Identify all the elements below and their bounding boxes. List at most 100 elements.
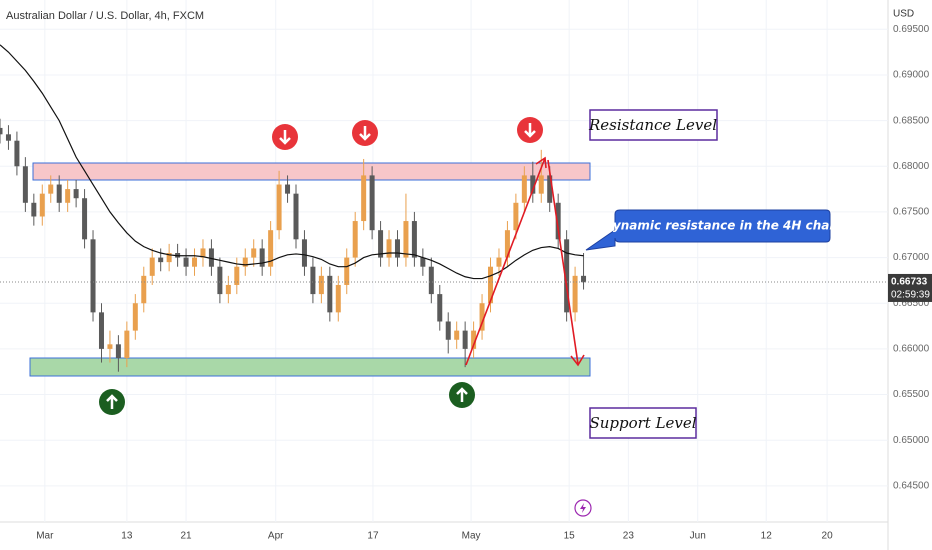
- y-tick-label: 0.69500: [893, 24, 930, 35]
- candle-body: [31, 202, 37, 217]
- candle-body: [200, 248, 206, 258]
- y-tick-label: 0.67000: [893, 252, 930, 263]
- resistance-zone: [32, 162, 591, 181]
- candle-body: [208, 248, 214, 267]
- down-arrow: [547, 159, 579, 365]
- candle-body: [437, 294, 443, 322]
- down-icon: [272, 124, 298, 150]
- support-label-box: [589, 407, 697, 439]
- candle-body: [538, 175, 544, 194]
- x-tick-label: 21: [180, 531, 192, 542]
- candle-body: [56, 184, 62, 203]
- candle-body: [411, 221, 417, 258]
- candle-body: [242, 257, 248, 267]
- down-icon: [517, 117, 543, 143]
- candle-body: [141, 275, 147, 304]
- candle-body: [488, 266, 494, 304]
- candle-body: [98, 312, 104, 349]
- plot: [0, 44, 888, 372]
- x-tick-label: 15: [564, 531, 576, 542]
- candle-body: [386, 239, 392, 258]
- candle-body: [344, 257, 350, 285]
- candle-body: [14, 140, 20, 167]
- candle-body: [530, 175, 536, 194]
- candle-body: [73, 189, 79, 199]
- x-tick-label: 13: [121, 531, 133, 542]
- candle-body: [403, 221, 409, 258]
- candle-body: [496, 257, 502, 267]
- candle-body: [82, 198, 88, 240]
- candle-body: [234, 266, 240, 285]
- candle-body: [581, 275, 587, 283]
- candle-body: [251, 248, 257, 258]
- candle-body: [217, 266, 223, 295]
- candle-body: [158, 257, 164, 263]
- candle-body: [259, 248, 265, 267]
- candle-body: [327, 275, 333, 313]
- candle-body: [420, 257, 426, 267]
- candle-body: [268, 230, 274, 267]
- x-tick-label: 23: [623, 531, 635, 542]
- candle-body: [369, 175, 375, 231]
- up-icon: [99, 389, 125, 415]
- candle-body: [504, 230, 510, 258]
- callout-box: [585, 209, 831, 251]
- candle-body: [65, 189, 71, 203]
- y-tick-label: 0.66000: [893, 344, 930, 355]
- resistance-label: Resistance Level: [588, 116, 717, 134]
- candle-body: [124, 330, 130, 359]
- x-tick-label: 20: [822, 531, 834, 542]
- chart-title: Australian Dollar / U.S. Dollar, 4h, FXC…: [6, 10, 204, 22]
- candle-body: [572, 275, 578, 313]
- candle-body: [462, 330, 468, 349]
- support-zone: [29, 357, 591, 377]
- candle-body: [352, 221, 358, 258]
- candle-body: [107, 344, 113, 349]
- trend-arrows: [465, 156, 585, 367]
- countdown-label: 02:59:39: [891, 290, 930, 301]
- candle-body: [513, 202, 519, 231]
- candle-body: [22, 166, 28, 203]
- candle-body: [132, 303, 138, 331]
- x-tick-label: Apr: [268, 531, 284, 542]
- grid: [0, 0, 888, 522]
- y-tick-label: 0.68500: [893, 115, 930, 126]
- candle-body: [547, 175, 553, 203]
- up-icon: [449, 382, 475, 408]
- candle-body: [428, 266, 434, 295]
- candle-body: [225, 284, 231, 295]
- candle-body: [335, 284, 341, 313]
- candle-body: [285, 184, 291, 194]
- currency-label: USD: [893, 9, 914, 20]
- y-tick-label: 0.65000: [893, 435, 930, 446]
- candle-body: [5, 134, 11, 141]
- candle-body: [0, 127, 3, 135]
- down-icon: [352, 120, 378, 146]
- x-tick-label: Jun: [690, 531, 706, 542]
- candle-body: [149, 257, 155, 276]
- candle-body: [183, 257, 189, 267]
- candle-body: [521, 175, 527, 203]
- candle-body: [555, 202, 561, 240]
- y-tick-label: 0.64500: [893, 480, 930, 491]
- candle-body: [301, 239, 307, 267]
- last-price-label: 0.66733: [891, 277, 928, 288]
- candle-body: [90, 239, 96, 313]
- moving-average: [0, 44, 584, 280]
- candle-body: [394, 239, 400, 258]
- event-icon: [574, 499, 592, 517]
- candle-body: [310, 266, 316, 295]
- up-signals: [99, 382, 475, 415]
- candle-body: [454, 330, 460, 340]
- x-tick-label: 17: [367, 531, 379, 542]
- last-price-box: [888, 273, 932, 302]
- arrow-head: [570, 354, 585, 367]
- candle-body: [115, 344, 121, 359]
- candle-body: [445, 321, 451, 340]
- down-signals: [272, 117, 543, 150]
- candle-body: [166, 253, 172, 263]
- x-tick-label: 12: [761, 531, 773, 542]
- candle-body: [564, 239, 570, 313]
